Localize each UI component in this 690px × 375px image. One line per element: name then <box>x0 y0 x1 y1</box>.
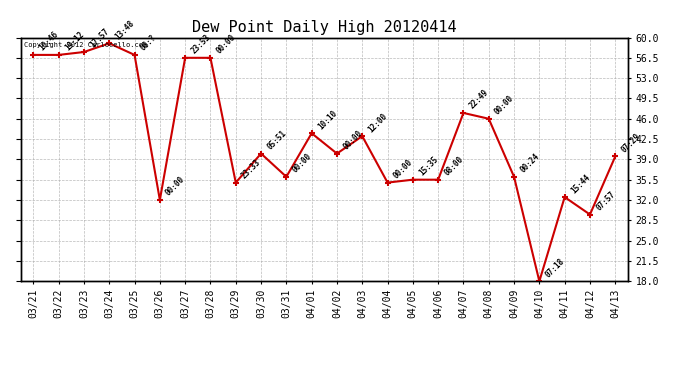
Text: 23:33: 23:33 <box>240 158 263 180</box>
Text: 07:18: 07:18 <box>544 256 566 279</box>
Text: 22:49: 22:49 <box>468 88 491 111</box>
Text: 13:48: 13:48 <box>113 18 136 41</box>
Text: 00:00: 00:00 <box>215 33 237 56</box>
Text: 05:51: 05:51 <box>265 129 288 152</box>
Text: 15:44: 15:44 <box>569 172 591 195</box>
Text: 17:57: 17:57 <box>88 27 111 50</box>
Text: 19:12: 19:12 <box>63 30 86 53</box>
Text: 00:00: 00:00 <box>392 158 415 180</box>
Text: 23:53: 23:53 <box>189 33 212 56</box>
Text: 07:29: 07:29 <box>620 132 642 154</box>
Text: 00:00: 00:00 <box>164 175 187 198</box>
Text: 12:00: 12:00 <box>366 111 389 134</box>
Text: Copyright 2012 Carlocello.com: Copyright 2012 Carlocello.com <box>23 42 147 48</box>
Title: Dew Point Daily High 20120414: Dew Point Daily High 20120414 <box>192 20 457 35</box>
Text: 08:00: 08:00 <box>442 155 465 177</box>
Text: 15:35: 15:35 <box>417 155 440 177</box>
Text: 10:10: 10:10 <box>316 108 339 131</box>
Text: 10:46: 10:46 <box>37 30 60 53</box>
Text: 00:00: 00:00 <box>341 129 364 152</box>
Text: 08:?: 08:? <box>139 33 158 53</box>
Text: 07:57: 07:57 <box>594 190 617 212</box>
Text: 00:24: 00:24 <box>518 152 541 175</box>
Text: 00:00: 00:00 <box>290 152 313 175</box>
Text: 00:00: 00:00 <box>493 94 515 117</box>
